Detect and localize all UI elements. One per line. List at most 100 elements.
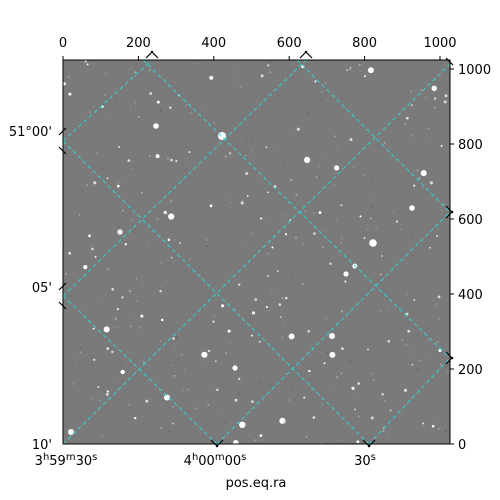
top-tick-label-600: 600 bbox=[277, 36, 302, 51]
noise-speck bbox=[230, 102, 232, 104]
noise-speck bbox=[297, 84, 300, 87]
noise-speck bbox=[266, 252, 269, 255]
noise-speck bbox=[207, 404, 210, 407]
noise-speck bbox=[65, 272, 68, 275]
noise-speck bbox=[327, 100, 329, 102]
noise-speck bbox=[293, 299, 296, 302]
noise-speck bbox=[257, 163, 259, 166]
noise-speck bbox=[318, 412, 320, 414]
noise-speck bbox=[108, 379, 111, 382]
noise-speck bbox=[251, 425, 253, 428]
noise-speck bbox=[129, 316, 131, 318]
noise-speck bbox=[117, 180, 120, 184]
noise-speck bbox=[269, 71, 272, 74]
noise-speck bbox=[358, 63, 361, 66]
noise-speck bbox=[72, 383, 74, 385]
noise-speck bbox=[173, 159, 175, 161]
noise-speck bbox=[251, 151, 253, 153]
noise-speck bbox=[134, 101, 136, 103]
star bbox=[97, 385, 100, 389]
noise-speck bbox=[326, 109, 328, 111]
noise-speck bbox=[233, 79, 237, 83]
noise-speck bbox=[291, 389, 293, 391]
noise-speck bbox=[415, 381, 418, 384]
noise-speck bbox=[254, 439, 257, 442]
top-tick-label-1000: 1000 bbox=[423, 36, 456, 51]
noise-speck bbox=[309, 65, 312, 68]
star bbox=[313, 232, 316, 235]
noise-speck bbox=[380, 310, 382, 313]
top-ticks bbox=[62, 56, 441, 60]
star bbox=[127, 159, 131, 162]
star bbox=[278, 303, 282, 306]
noise-speck bbox=[148, 407, 151, 410]
noise-speck bbox=[433, 106, 436, 109]
star bbox=[433, 97, 437, 100]
noise-speck bbox=[213, 315, 216, 318]
noise-speck bbox=[440, 209, 443, 212]
star bbox=[359, 215, 362, 218]
noise-speck bbox=[345, 82, 348, 85]
star bbox=[357, 382, 361, 385]
noise-speck bbox=[320, 99, 322, 102]
noise-speck bbox=[362, 221, 364, 224]
star bbox=[91, 247, 94, 251]
star bbox=[159, 289, 162, 293]
noise-speck bbox=[339, 439, 342, 442]
star bbox=[229, 152, 232, 155]
noise-speck bbox=[104, 94, 106, 96]
noise-speck bbox=[220, 410, 223, 412]
noise-speck bbox=[166, 296, 169, 298]
star bbox=[429, 181, 433, 185]
noise-speck bbox=[424, 353, 427, 355]
noise-speck bbox=[99, 109, 102, 111]
noise-speck bbox=[330, 385, 332, 387]
noise-speck bbox=[384, 121, 386, 123]
star bbox=[354, 408, 356, 411]
noise-speck bbox=[320, 79, 322, 82]
noise-speck bbox=[173, 166, 175, 169]
noise-speck bbox=[160, 286, 163, 288]
noise-speck bbox=[238, 393, 241, 396]
noise-speck bbox=[381, 239, 383, 241]
star bbox=[214, 360, 217, 363]
x-axis-title: pos.eq.ra bbox=[226, 476, 287, 491]
noise-speck bbox=[184, 368, 186, 371]
noise-speck bbox=[78, 362, 80, 364]
noise-speck bbox=[113, 326, 116, 329]
noise-speck bbox=[438, 318, 440, 320]
star bbox=[239, 421, 246, 428]
noise-speck bbox=[333, 156, 335, 159]
noise-speck bbox=[352, 166, 355, 169]
noise-speck bbox=[166, 157, 170, 160]
noise-speck bbox=[402, 254, 405, 257]
noise-speck bbox=[129, 352, 131, 354]
noise-speck bbox=[443, 203, 445, 205]
noise-speck bbox=[225, 352, 228, 355]
ra-gridline bbox=[368, 357, 450, 444]
star bbox=[93, 358, 96, 361]
star bbox=[117, 145, 121, 148]
noise-speck bbox=[70, 103, 72, 105]
star bbox=[251, 311, 256, 315]
star bbox=[283, 420, 286, 424]
noise-speck bbox=[301, 242, 304, 245]
noise-speck bbox=[174, 345, 176, 347]
star bbox=[420, 170, 427, 177]
noise-speck bbox=[360, 331, 362, 334]
noise-speck bbox=[224, 155, 227, 158]
noise-speck bbox=[322, 244, 325, 247]
noise-speck bbox=[409, 341, 412, 343]
noise-speck bbox=[213, 391, 215, 394]
noise-speck bbox=[137, 313, 140, 317]
noise-speck bbox=[244, 154, 247, 157]
star bbox=[431, 424, 435, 428]
noise-speck bbox=[381, 226, 383, 228]
noise-speck bbox=[127, 61, 129, 64]
star bbox=[238, 283, 241, 286]
noise-speck bbox=[233, 70, 236, 74]
star bbox=[68, 92, 72, 96]
noise-speck bbox=[287, 160, 290, 163]
noise-speck bbox=[197, 230, 199, 232]
noise-speck bbox=[231, 212, 233, 214]
